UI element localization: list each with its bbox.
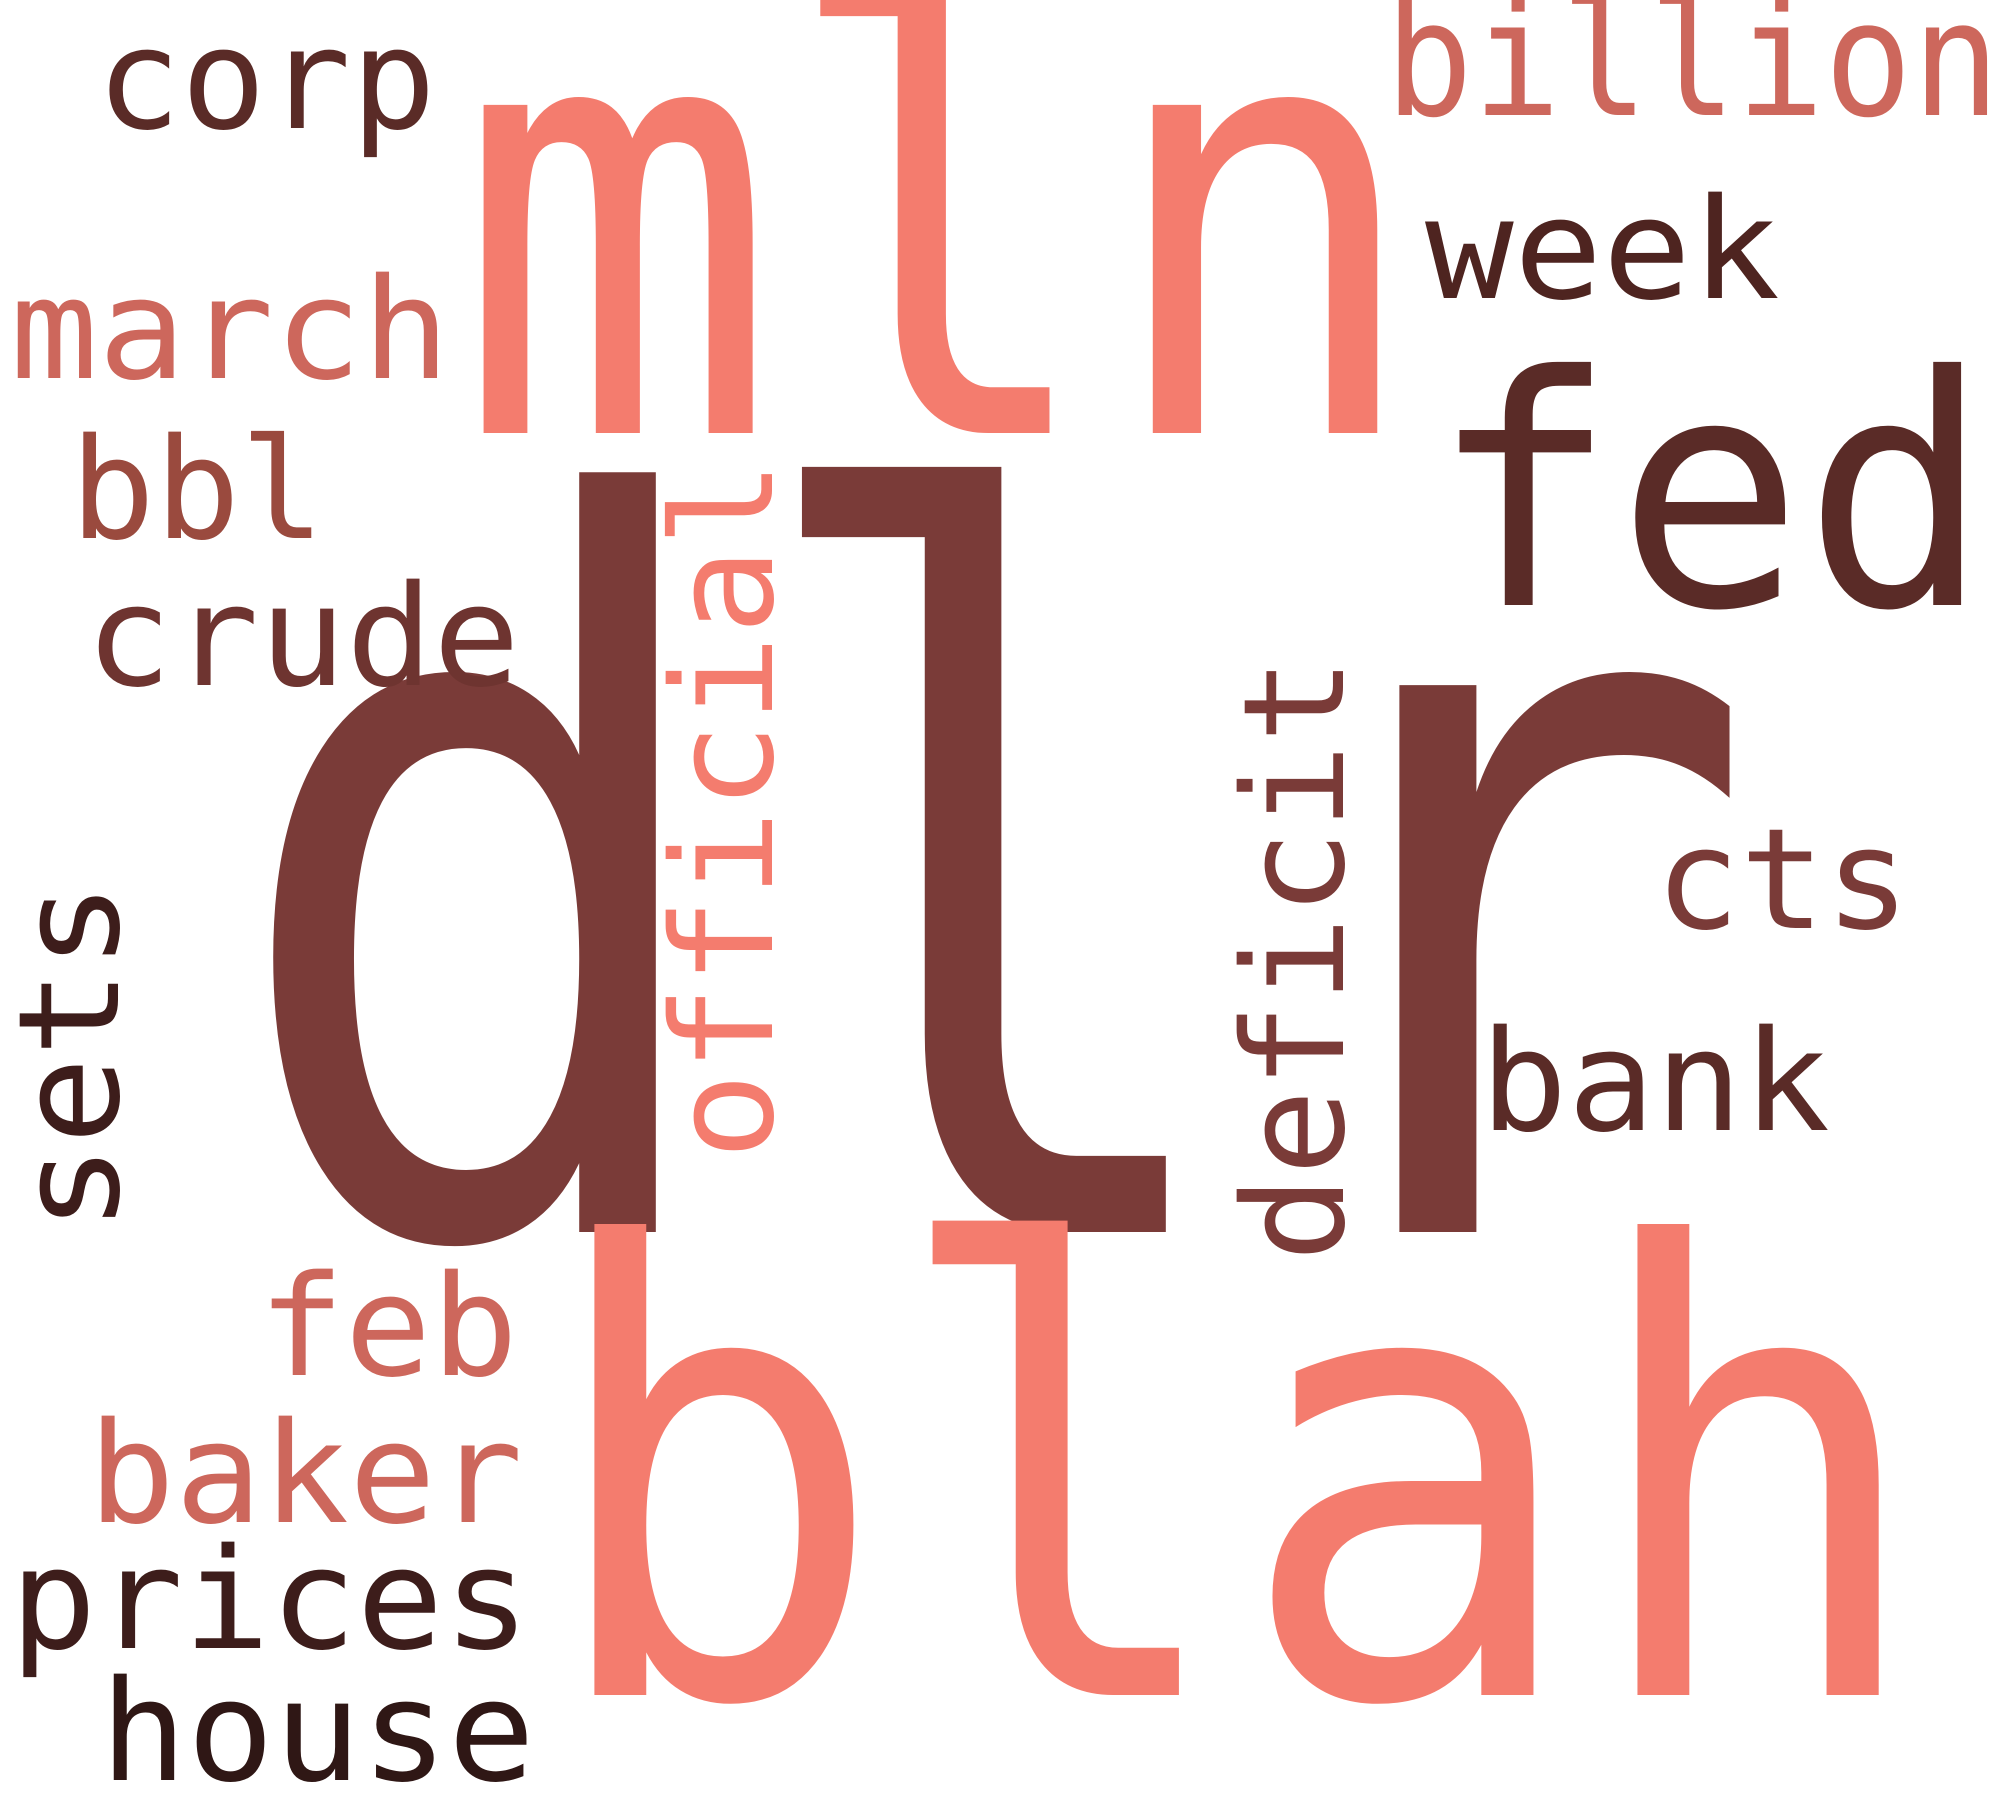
word-mln: mln (455, 0, 1425, 575)
word-official: official (643, 460, 806, 1160)
word-corp: corp (96, 0, 436, 162)
word-blah: blah (540, 1121, 1930, 1800)
word-billion: billion (1385, 0, 2000, 153)
word-fed: fed (1430, 309, 1990, 681)
word-deficit: deficit (1214, 657, 1377, 1262)
word-bank: bank (1480, 1001, 1830, 1164)
word-house: house (100, 1651, 535, 1800)
word-bbl: bbl (70, 409, 325, 572)
word-week: week (1425, 169, 1780, 332)
word-baker: baker (88, 1393, 523, 1556)
word-sets: sets (0, 882, 152, 1232)
word-crude: crude (85, 556, 520, 719)
word-cts: cts (1655, 799, 1910, 962)
word-march: march (10, 249, 450, 412)
word-dlr: dlr (222, 304, 1762, 1468)
word-feb: feb (258, 1246, 518, 1409)
word-prices: prices (10, 1519, 530, 1682)
